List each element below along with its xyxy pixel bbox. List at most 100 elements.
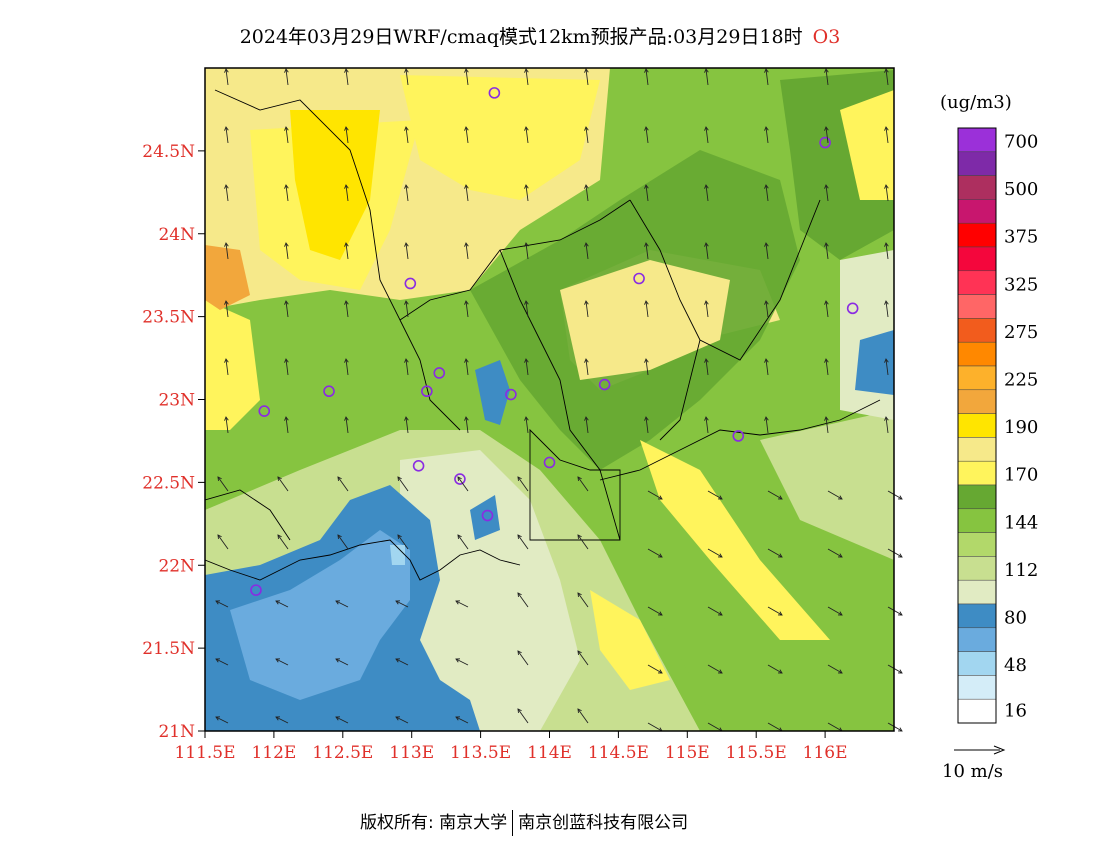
- legend-unit: (ug/m3): [940, 92, 1012, 113]
- lat-tick-label: 24.5N: [142, 142, 195, 162]
- wind-arrow: [767, 664, 783, 674]
- wind-arrowhead: [404, 300, 409, 305]
- lat-tick-label: 21.5N: [142, 639, 195, 659]
- legend-swatch: [957, 484, 997, 510]
- wind-arrow: [405, 416, 409, 434]
- wind-arrowhead: [824, 184, 829, 189]
- wind-arrow: [397, 476, 409, 492]
- wind-arrow: [525, 126, 529, 144]
- wind-arrowhead: [764, 242, 769, 247]
- wind-arrow: [285, 300, 289, 318]
- station-marker: [598, 378, 611, 391]
- wind-arrow: [275, 658, 289, 666]
- wind-arrow: [517, 534, 529, 550]
- wind-arrowhead: [517, 476, 522, 482]
- wind-arrowhead: [404, 184, 409, 189]
- wind-arrow: [585, 242, 589, 260]
- wind-arrowhead: [644, 126, 649, 131]
- wind-arrowhead: [337, 534, 342, 540]
- copyright-footer: 版权所有: 南京大学 南京创蓝科技有限公司: [360, 808, 688, 836]
- wind-arrow: [345, 242, 349, 260]
- wind-arrow: [887, 664, 903, 674]
- wind-arrow: [647, 664, 663, 674]
- wind-arrow: [885, 68, 889, 86]
- wind-scale: 10 m/s: [942, 745, 1006, 782]
- wind-arrow: [405, 126, 409, 144]
- wind-arrow: [217, 476, 229, 492]
- wind-arrowhead: [224, 68, 229, 73]
- wind-arrowhead: [335, 658, 341, 663]
- wind-arrow: [525, 416, 529, 434]
- wind-arrowhead: [337, 476, 342, 482]
- lon-tick-label: 113.5E: [450, 743, 511, 763]
- wind-arrowhead: [704, 242, 709, 247]
- wind-arrowhead: [577, 534, 582, 540]
- wind-arrowhead: [884, 184, 889, 189]
- station-marker: [732, 430, 745, 442]
- wind-arrow: [765, 416, 769, 434]
- wind-arrow: [647, 548, 663, 558]
- wind-arrow: [707, 664, 723, 674]
- legend-swatch: [957, 294, 997, 319]
- station-marker: [505, 388, 517, 401]
- lon-tick-label: 112E: [251, 743, 296, 763]
- wind-arrowhead: [517, 534, 522, 540]
- wind-arrowhead: [704, 126, 709, 131]
- lon-tick-label: 115E: [665, 743, 710, 763]
- wind-arrowhead: [644, 416, 649, 421]
- wind-arrowhead: [524, 358, 529, 363]
- ozone-concentration-field: [205, 68, 894, 731]
- wind-arrowhead: [764, 126, 769, 131]
- field-region-central-yellow: [560, 260, 730, 380]
- wind-arrow: [455, 658, 469, 666]
- wind-arrowhead: [704, 68, 709, 73]
- wind-arrowhead: [517, 592, 522, 598]
- wind-arrowhead: [884, 416, 889, 421]
- wind-arrowhead: [335, 716, 341, 721]
- wind-arrowhead: [584, 184, 589, 189]
- wind-arrow: [707, 548, 723, 558]
- wind-arrow: [345, 416, 349, 434]
- wind-arrow: [645, 300, 649, 318]
- wind-arrowhead: [644, 68, 649, 73]
- station-marker: [433, 367, 446, 379]
- wind-arrowhead: [897, 553, 903, 558]
- wind-arrowhead: [224, 300, 229, 305]
- wind-arrow: [767, 722, 783, 732]
- wind-arrow: [645, 68, 649, 86]
- wind-arrow: [405, 68, 409, 86]
- wind-arrow: [885, 300, 889, 318]
- wind-arrowhead: [215, 658, 221, 663]
- station-marker: [323, 385, 335, 398]
- wind-arrow: [825, 68, 829, 86]
- wind-vectors: [215, 68, 903, 732]
- wind-arrowhead: [277, 476, 282, 482]
- map-axes: 111.5E 112E 112.5E 113E 113.5E 114E 114.5E 115E…: [142, 142, 847, 763]
- wind-arrow: [825, 300, 829, 318]
- wind-arrowhead: [837, 669, 843, 674]
- wind-arrow: [285, 358, 289, 376]
- wind-arrow: [647, 606, 663, 616]
- field-region-bright-yellow: [290, 110, 380, 260]
- wind-arrowhead: [777, 669, 783, 674]
- lat-tick-label: 22.5N: [142, 473, 195, 493]
- wind-arrowhead: [457, 534, 462, 540]
- wind-arrow: [225, 126, 229, 144]
- wind-arrowhead: [897, 669, 903, 674]
- wind-arrow: [827, 606, 843, 616]
- legend-level-label: 325: [1004, 274, 1038, 295]
- field-region-south-yellow: [590, 590, 670, 690]
- station-marker: [481, 509, 494, 522]
- lon-tick-label: 116E: [803, 743, 848, 763]
- wind-arrow: [885, 242, 889, 260]
- field-region-pale-blue: [390, 545, 405, 565]
- lon-tick-label: 114.5E: [588, 743, 649, 763]
- wind-arrow: [517, 708, 529, 724]
- station-marker: [846, 302, 859, 315]
- wind-arrow: [457, 534, 469, 550]
- wind-arrowhead: [717, 611, 723, 616]
- wind-arrow: [395, 716, 409, 724]
- wind-arrow: [827, 664, 843, 674]
- wind-arrow: [525, 242, 529, 260]
- wind-arrowhead: [884, 68, 889, 73]
